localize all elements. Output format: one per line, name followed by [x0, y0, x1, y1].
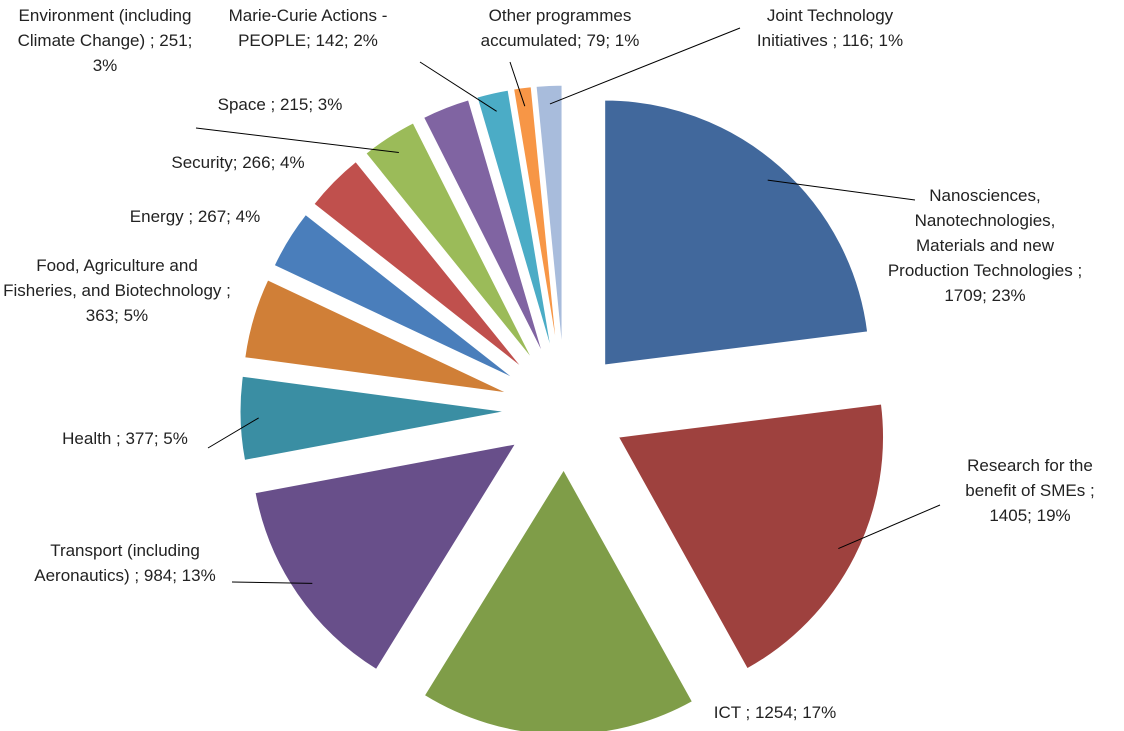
pie-slice [604, 99, 869, 366]
data-label: Research for the benefit of SMEs ; 1405;… [965, 456, 1095, 525]
pie-slice [617, 403, 884, 670]
data-label: Joint Technology Initiatives ; 116; 1% [756, 6, 904, 50]
data-label: Health ; 377; 5% [62, 429, 188, 448]
leader-line [207, 417, 259, 449]
data-label: Other programmes accumulated; 79; 1% [480, 6, 640, 50]
data-label: Nanosciences, Nanotechnologies, Material… [887, 186, 1083, 305]
pie-slice [313, 160, 523, 369]
leader-line [838, 504, 941, 549]
pie-slice [476, 89, 553, 352]
leader-line [509, 61, 526, 107]
data-label: Transport (including Aeronautics) ; 984;… [34, 541, 216, 585]
pie-slice [423, 99, 544, 355]
leader-line [231, 581, 313, 584]
pie-slice [513, 86, 558, 351]
data-label: Security; 266; 4% [171, 153, 305, 172]
leader-line [767, 179, 916, 201]
data-label: Environment (including Climate Change) ;… [17, 6, 193, 75]
leader-line [419, 61, 497, 112]
pie-slice [254, 443, 517, 671]
data-label: ICT ; 1254; 17% [713, 703, 837, 722]
pie-slice [365, 122, 533, 360]
data-label: Space ; 215; 3% [217, 95, 343, 114]
pie-slice [273, 213, 515, 379]
pie-slice [239, 375, 506, 461]
leader-line [195, 127, 399, 154]
data-label: Food, Agriculture and Fisheries, and Bio… [3, 256, 231, 325]
data-label: Energy ; 267; 4% [129, 207, 261, 226]
pie-slice [423, 468, 694, 731]
leader-line [549, 27, 741, 105]
pie-slice [535, 84, 563, 351]
data-label: Marie-Curie Actions - PEOPLE; 142; 2% [228, 6, 388, 50]
pie-slice [244, 279, 508, 394]
